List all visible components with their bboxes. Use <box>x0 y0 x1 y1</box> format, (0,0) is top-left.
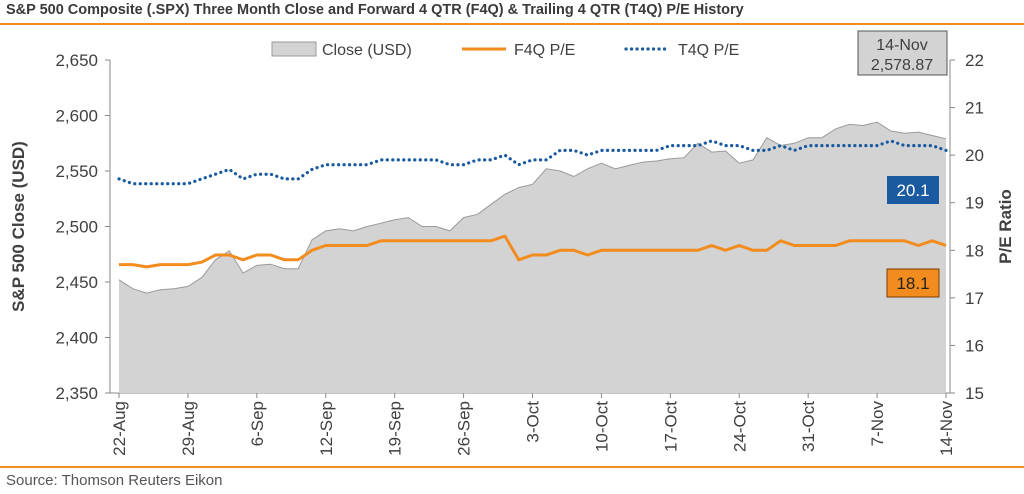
right-tick-label: 22 <box>965 51 984 70</box>
right-tick-label: 15 <box>965 384 984 403</box>
right-tick-label: 19 <box>965 194 984 213</box>
right-tick-label: 16 <box>965 336 984 355</box>
left-tick-label: 2,350 <box>55 384 98 403</box>
source-note: Source: Thomson Reuters Eikon <box>6 472 223 489</box>
legend-f4q-label: F4Q P/E <box>514 42 575 59</box>
right-tick-label: 18 <box>965 241 984 260</box>
x-tick-label: 31-Oct <box>799 401 818 452</box>
x-tick-label: 24-Oct <box>730 401 749 452</box>
title-rule <box>0 23 1024 25</box>
x-tick-label: 10-Oct <box>592 401 611 452</box>
legend-close-swatch <box>271 41 317 57</box>
x-tick-label: 17-Oct <box>661 401 680 452</box>
left-tick-label: 2,450 <box>55 273 98 292</box>
chart: 2,350 2,400 2,450 2,500 2,550 2,600 2,650 15 16 1… <box>9 30 1015 456</box>
x-tick-label: 6-Sep <box>248 401 267 446</box>
annotation-date: 14-Nov <box>876 37 928 54</box>
x-tick-label: 26-Sep <box>455 401 474 456</box>
left-tick-label: 2,550 <box>55 162 98 181</box>
left-tick-label: 2,600 <box>55 107 98 126</box>
x-tick-label: 22-Aug <box>110 401 129 456</box>
close-line <box>118 121 947 294</box>
left-tick-label: 2,400 <box>55 329 98 348</box>
right-tick-label: 21 <box>965 99 984 118</box>
t4q-last-box <box>887 176 939 204</box>
right-axis-title: P/E Ratio <box>996 189 1015 264</box>
left-tick-label: 2,650 <box>55 51 98 70</box>
x-tick-label: 29-Aug <box>179 401 198 456</box>
f4q-last-label: 18.1 <box>896 274 929 293</box>
x-tick-label: 14-Nov <box>937 401 956 456</box>
f4q-last-box <box>886 268 940 298</box>
footer-rule <box>0 466 1024 468</box>
left-tick-label: 2,500 <box>55 218 98 237</box>
right-tick-label: 17 <box>965 289 984 308</box>
page-title: S&P 500 Composite (.SPX) Three Month Clo… <box>6 2 744 18</box>
t4q-last-label: 20.1 <box>896 181 929 200</box>
x-tick-label: 19-Sep <box>386 401 405 456</box>
left-axis-title: S&P 500 Close (USD) <box>9 141 28 312</box>
legend-t4q-label: T4Q P/E <box>678 42 739 59</box>
close-area <box>119 122 946 393</box>
right-tick-label: 20 <box>965 146 984 165</box>
legend-close-label: Close (USD) <box>322 42 412 59</box>
x-tick-label: 7-Nov <box>868 401 887 447</box>
x-tick-label: 3-Oct <box>524 401 543 443</box>
x-tick-label: 12-Sep <box>317 401 336 456</box>
f4q-line <box>119 234 947 269</box>
annotation-value: 2,578.87 <box>871 57 933 74</box>
annotation-box <box>857 30 948 76</box>
